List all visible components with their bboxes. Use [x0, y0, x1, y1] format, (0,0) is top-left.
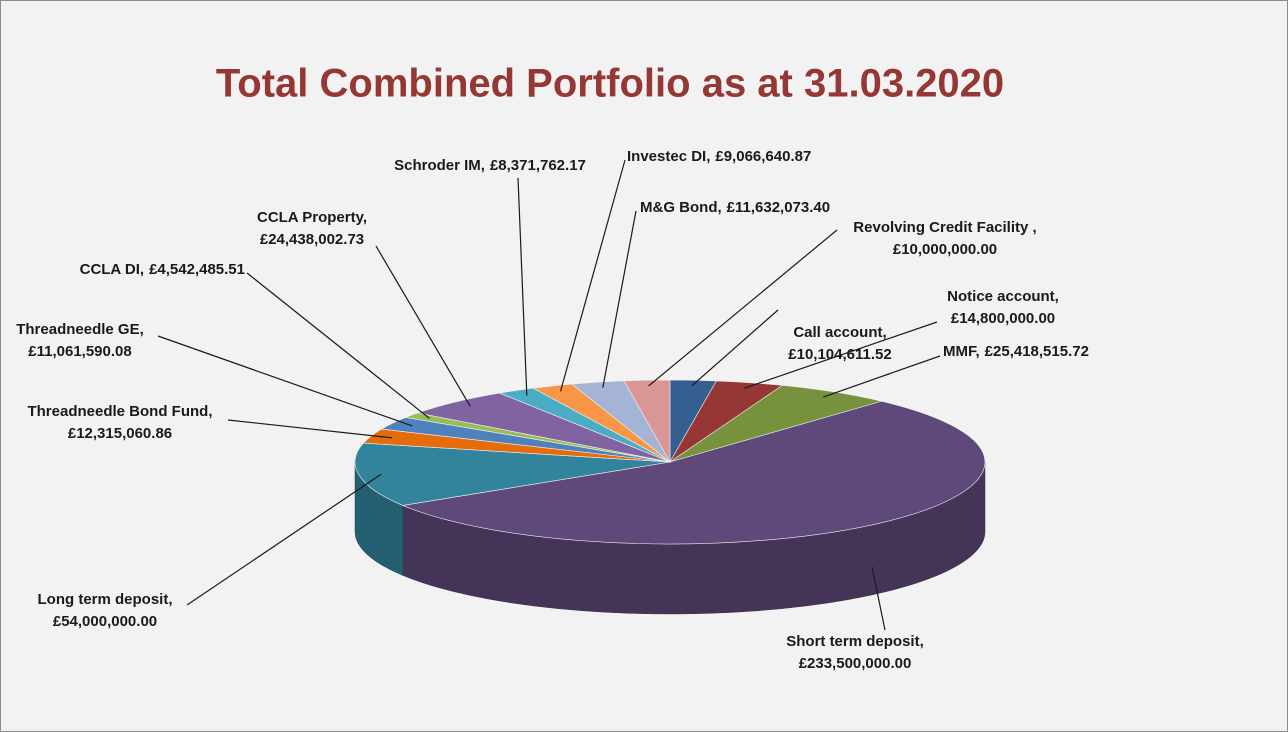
category-label: MMF,	[943, 343, 980, 360]
value-label: £8,371,762.17	[490, 157, 586, 174]
category-label: CCLA DI,	[80, 261, 144, 278]
leader-line	[691, 309, 779, 387]
value-label: £54,000,000.00	[53, 613, 157, 630]
value-label: £4,542,485.51	[149, 261, 245, 278]
category-label: Investec DI,	[627, 148, 710, 165]
category-label: CCLA Property,	[257, 209, 367, 226]
data-labels: Call account, £10,104,611.52 Notice accoun…	[16, 148, 1089, 672]
leader-line	[559, 159, 626, 392]
category-label: Long term deposit,	[38, 591, 173, 608]
category-label: M&G Bond,	[640, 199, 722, 216]
category-label: Call account,	[793, 324, 886, 341]
leader-line	[246, 272, 430, 419]
value-label: £9,066,640.87	[715, 148, 811, 165]
category-label: Threadneedle GE,	[16, 321, 144, 338]
leader-line	[871, 566, 886, 631]
leader-line	[375, 245, 471, 407]
leader-line	[648, 229, 838, 387]
leader-line	[186, 473, 382, 606]
leader-line	[517, 177, 528, 396]
leader-line	[157, 335, 413, 427]
category-label: Short term deposit,	[786, 633, 924, 650]
data-label: Schroder IM, £8,371,762.17	[394, 157, 586, 174]
leader-line	[227, 419, 393, 439]
slice	[354, 442, 671, 506]
data-label: MMF, £25,418,515.72	[943, 343, 1089, 360]
pie-tops	[354, 379, 986, 545]
leader-line	[744, 321, 938, 389]
slice	[401, 400, 986, 545]
chart-title: Total Combined Portfolio as at 31.03.202…	[216, 62, 1004, 106]
value-label: £24,438,002.73	[260, 231, 364, 248]
data-label: Investec DI, £9,066,640.87	[627, 148, 811, 165]
slice	[623, 379, 671, 464]
value-label: £25,418,515.72	[985, 343, 1089, 360]
data-label: CCLA DI, £4,542,485.51	[80, 261, 245, 278]
value-label: £11,632,073.40	[727, 199, 830, 216]
value-label: £11,061,590.08	[28, 343, 131, 360]
leader-line	[823, 355, 941, 398]
category-label: Revolving Credit Facility ,	[853, 219, 1036, 236]
value-label: £233,500,000.00	[799, 655, 912, 672]
category-label: Schroder IM,	[394, 157, 485, 174]
data-label: M&G Bond, £11,632,073.40	[640, 199, 830, 216]
category-label: Threadneedle Bond Fund,	[27, 403, 212, 420]
value-label: £14,800,000.00	[951, 310, 1055, 327]
value-label: £10,000,000.00	[893, 241, 997, 258]
leader-line	[602, 210, 637, 388]
value-label: £10,104,611.52	[788, 346, 891, 363]
value-label: £12,315,060.86	[68, 425, 172, 442]
category-label: Notice account,	[947, 288, 1059, 305]
